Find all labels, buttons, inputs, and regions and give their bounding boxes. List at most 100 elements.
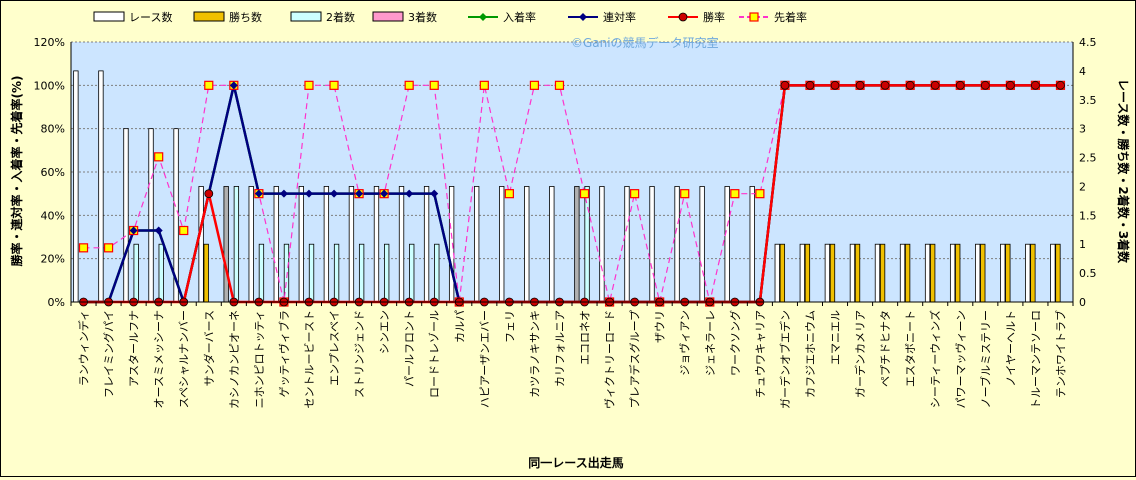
x-label: アスタールフナ: [128, 310, 141, 387]
bar-レース数: [924, 243, 931, 303]
marker-勝率: [1031, 80, 1040, 90]
bar-勝ち数: [1030, 243, 1036, 303]
bar-2着数: [409, 243, 415, 303]
x-label: ストリンジェンド: [353, 310, 366, 398]
bar-レース数: [348, 186, 355, 303]
bar-勝ち数: [203, 243, 209, 303]
bar-2着数: [434, 243, 440, 303]
bar-レース数: [198, 186, 204, 303]
x-label: サンダーバース: [202, 310, 216, 386]
marker-先着率: [304, 80, 314, 90]
right-tick-label: 2.5: [1079, 152, 1097, 165]
marker-連対率: [405, 189, 414, 198]
x-label: オースミメッシーナ: [153, 310, 166, 408]
x-label: エコロネオ: [579, 310, 592, 365]
marker-連対率: [430, 189, 439, 198]
bar-レース数: [574, 186, 580, 303]
bar-レース数: [874, 243, 881, 303]
bar-2着数: [384, 243, 390, 303]
bar-レース数: [223, 186, 229, 303]
marker-先着率: [755, 189, 765, 199]
bar-レース数: [474, 186, 480, 303]
x-label: シーティーウィンズ: [928, 310, 942, 408]
x-label: カフジエホニウム: [804, 310, 817, 398]
x-label: スペシャルナンバー: [178, 310, 191, 408]
bar-レース数: [649, 186, 655, 303]
legend-swatch: [93, 11, 125, 22]
marker-連対率: [154, 226, 163, 235]
x-label: ガーデンオブエデン: [778, 310, 792, 409]
marker-勝率: [1056, 80, 1065, 90]
bar-レース数: [1025, 243, 1031, 303]
bar-レース数: [448, 186, 455, 303]
legend-label: 連対率: [603, 10, 636, 24]
bar-レース数: [123, 128, 129, 303]
x-label: トルーマンテソーロ: [1029, 310, 1042, 409]
x-label: チュウワキャリア: [754, 310, 767, 398]
bar-レース数: [799, 243, 805, 303]
x-label: ジェネラーレ: [704, 310, 717, 376]
legend-swatch: [290, 11, 322, 22]
legend-marker: [579, 13, 587, 21]
x-label: カシノカンピオーネ: [228, 310, 241, 409]
bar-2着数: [358, 243, 365, 303]
left-tick-label: 40%: [41, 209, 65, 222]
marker-先着率: [204, 80, 214, 90]
marker-勝率: [930, 80, 940, 90]
x-label: セントルービースト: [303, 310, 316, 408]
right-tick-label: 4.5: [1079, 36, 1097, 49]
marker-連対率: [129, 226, 138, 235]
legend-swatch: [372, 11, 404, 22]
marker-勝率: [830, 80, 840, 90]
x-label: ガーデンカメリア: [853, 310, 867, 398]
x-label: ワークソング: [728, 310, 742, 376]
marker-勝率: [204, 189, 214, 199]
x-label: エマニエル: [829, 310, 842, 365]
right-tick-label: 1: [1079, 238, 1086, 251]
marker-連対率: [304, 189, 313, 198]
marker-先着率: [730, 189, 740, 199]
x-label: ノイヤーヘルト: [1004, 310, 1017, 387]
bar-勝ち数: [879, 243, 886, 303]
marker-勝率: [805, 80, 815, 90]
bar-勝ち数: [930, 243, 936, 303]
bar-勝ち数: [1055, 243, 1061, 303]
legend-label: レース数: [129, 11, 172, 24]
right-axis-title: レース数・勝ち数・2着数・3着数: [1116, 79, 1131, 264]
bar-勝ち数: [904, 243, 911, 303]
marker-勝率: [955, 80, 965, 90]
marker-先着率: [529, 80, 540, 90]
bar-レース数: [1050, 243, 1056, 303]
legend-label: 勝ち数: [229, 10, 262, 24]
x-label: カリフォルニア: [553, 310, 566, 387]
left-tick-label: 0%: [48, 296, 65, 309]
marker-勝率: [780, 80, 790, 90]
bar-レース数: [549, 186, 555, 303]
x-label: ノーブルミステリー: [978, 310, 992, 408]
bar-勝ち数: [1005, 243, 1011, 303]
marker-先着率: [504, 189, 514, 199]
legend-swatch: [193, 11, 225, 22]
x-label: プレアデスグループ: [628, 310, 642, 408]
x-axis-title: 同一レース出走馬: [528, 455, 623, 470]
marker-連対率: [279, 189, 288, 198]
bar-2着数: [584, 186, 590, 303]
marker-勝率: [855, 80, 865, 90]
bar-レース数: [398, 186, 405, 303]
bar-レース数: [724, 186, 730, 303]
bar-レース数: [98, 70, 104, 303]
legend-label: 勝率: [703, 10, 725, 24]
x-label: カツラノキサンキ: [528, 310, 541, 398]
marker-先着率: [429, 80, 439, 90]
bar-レース数: [298, 186, 304, 303]
x-label: シンエン: [378, 310, 391, 354]
bar-レース数: [899, 243, 906, 303]
marker-連対率: [254, 189, 263, 198]
x-label: パールフロント: [403, 310, 416, 387]
marker-連対率: [330, 189, 339, 198]
x-axis-labels: ランウィンディ フレイミングパイ アスタールフナ オースミメッシーナ スペシャルナンバー…: [77, 310, 1068, 409]
marker-先着率: [630, 189, 640, 199]
marker-先着率: [78, 243, 89, 253]
bar-勝ち数: [804, 243, 811, 303]
